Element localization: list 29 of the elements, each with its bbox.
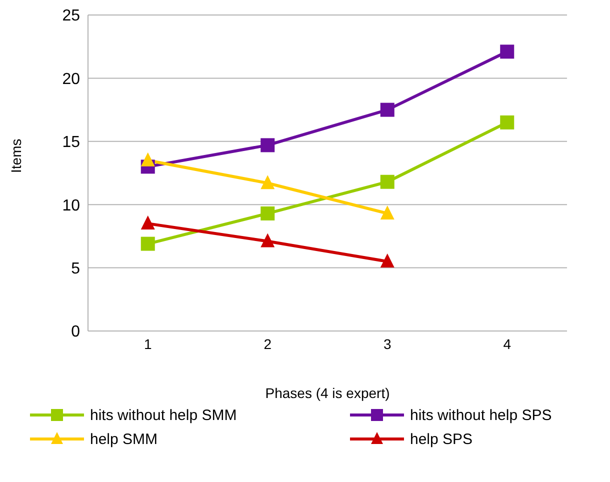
point [380,102,394,117]
point [380,253,394,268]
y-tick-label: 10 [62,197,80,214]
point [500,115,514,130]
point [260,175,275,190]
x-tick-label: 4 [503,336,512,352]
x-tick-label: 1 [144,336,152,352]
legend-label: help SPS [410,430,473,448]
y-tick-label: 20 [62,70,80,88]
point [260,138,275,152]
x-tick-label: 2 [264,336,272,352]
point [260,206,275,220]
point [140,236,155,251]
y-tick-label: 15 [62,134,80,152]
y-tick-label: 5 [71,260,80,278]
y-axis-title: Items [8,138,24,173]
legend-label: hits without help SPS [410,406,552,424]
x-tick-label: 3 [383,336,392,352]
point [500,44,514,59]
point [380,174,394,189]
point [260,233,275,248]
y-tick-label: 25 [62,8,80,25]
legend-label: hits without help SMM [90,406,237,424]
point [140,152,155,166]
point [380,205,394,220]
point [140,216,155,230]
y-tick-label: 0 [71,324,80,341]
legend-label: help SMM [90,430,158,448]
x-axis-title: Phases (4 is expert) [265,385,390,401]
